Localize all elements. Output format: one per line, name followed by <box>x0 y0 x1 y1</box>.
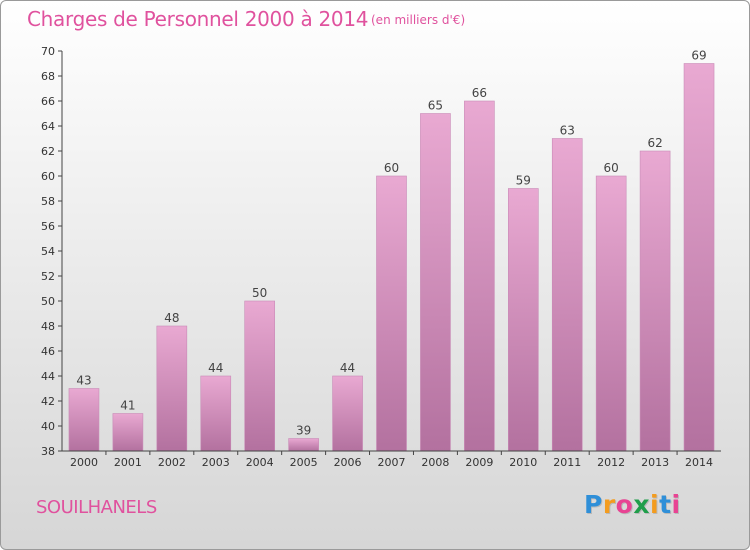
y-tick-label-58: 58 <box>41 195 55 208</box>
data-label-2013: 62 <box>647 136 662 150</box>
bars-group: 43 41 48 44 50 39 44 60 65 66 59 63 60 62 69 <box>68 49 715 452</box>
y-tick-label-52: 52 <box>41 270 55 283</box>
x-tick-label-2005: 2005 <box>290 456 318 469</box>
y-tick-label-44: 44 <box>41 370 55 383</box>
x-tick-label-2011: 2011 <box>553 456 581 469</box>
y-tick-label-50: 50 <box>41 295 55 308</box>
data-label-2014: 69 <box>691 49 706 63</box>
data-label-2012: 60 <box>604 161 619 175</box>
bar-2009 <box>464 100 495 452</box>
bar-2004 <box>244 300 275 452</box>
logo-letter: t <box>659 490 672 519</box>
data-label-2003: 44 <box>208 361 223 375</box>
y-tick-label-46: 46 <box>41 345 55 358</box>
x-tick-label-2012: 2012 <box>597 456 625 469</box>
bar-2010 <box>507 188 539 452</box>
logo-letter: i <box>650 490 660 519</box>
data-label-2010: 59 <box>516 174 531 188</box>
commune-name: SOUILHANELS <box>36 497 157 518</box>
x-tick-label-2007: 2007 <box>378 456 406 469</box>
bar-2000 <box>68 388 100 452</box>
bar-2008 <box>420 113 451 452</box>
x-tick-label-2009: 2009 <box>465 456 493 469</box>
y-tick-label-64: 64 <box>41 120 55 133</box>
y-tick-label-66: 66 <box>41 95 55 108</box>
proxiti-logo: Proxiti <box>584 490 681 519</box>
x-tick-label-2014: 2014 <box>685 456 713 469</box>
y-tick-label-40: 40 <box>41 420 55 433</box>
logo-letter: P <box>584 490 603 519</box>
bar-2011 <box>551 138 583 452</box>
x-tick-label-2002: 2002 <box>158 456 186 469</box>
y-tick-label-42: 42 <box>41 395 55 408</box>
y-tick-label-38: 38 <box>41 445 55 458</box>
data-label-2001: 41 <box>120 399 135 413</box>
y-tick-label-68: 68 <box>41 70 55 83</box>
bar-2006 <box>332 375 363 452</box>
logo-letter: x <box>633 490 650 519</box>
x-tick-label-2006: 2006 <box>334 456 362 469</box>
bar-2013 <box>639 150 671 452</box>
data-label-2007: 60 <box>384 161 399 175</box>
bar-2003 <box>200 375 232 452</box>
y-tick-label-56: 56 <box>41 220 55 233</box>
bar-2014 <box>683 63 715 452</box>
data-label-2000: 43 <box>76 374 91 388</box>
x-tick-label-2013: 2013 <box>641 456 669 469</box>
y-tick-label-48: 48 <box>41 320 55 333</box>
y-tick-label-62: 62 <box>41 145 55 158</box>
data-label-2002: 48 <box>164 311 179 325</box>
axes-group: 2000 2001 2002 2003 2004 2005 2006 2007 2008 2009… <box>41 45 721 469</box>
data-label-2006: 44 <box>340 361 355 375</box>
data-label-2009: 66 <box>472 86 487 100</box>
logo-letter: i <box>671 490 681 519</box>
x-tick-label-2008: 2008 <box>421 456 449 469</box>
bar-2001 <box>112 413 144 452</box>
bar-2012 <box>595 175 627 452</box>
x-tick-label-2000: 2000 <box>70 456 98 469</box>
logo-letter: o <box>615 490 634 519</box>
x-tick-label-2001: 2001 <box>114 456 142 469</box>
data-label-2004: 50 <box>252 286 267 300</box>
chart-subtitle: (en milliers d'€) <box>371 13 466 27</box>
logo-letter: r <box>602 490 616 519</box>
y-tick-label-54: 54 <box>41 245 55 258</box>
y-tick-label-60: 60 <box>41 170 55 183</box>
data-label-2008: 65 <box>428 99 443 113</box>
x-tick-label-2010: 2010 <box>509 456 537 469</box>
bar-2007 <box>376 175 407 452</box>
x-tick-label-2003: 2003 <box>202 456 230 469</box>
y-tick-label-70: 70 <box>41 45 55 58</box>
data-label-2005: 39 <box>296 424 311 438</box>
bar-2005 <box>288 438 319 452</box>
chart-title: Charges de Personnel 2000 à 2014 <box>27 7 369 31</box>
data-label-2011: 63 <box>560 124 575 138</box>
bar-2002 <box>156 325 188 452</box>
x-tick-label-2004: 2004 <box>246 456 274 469</box>
